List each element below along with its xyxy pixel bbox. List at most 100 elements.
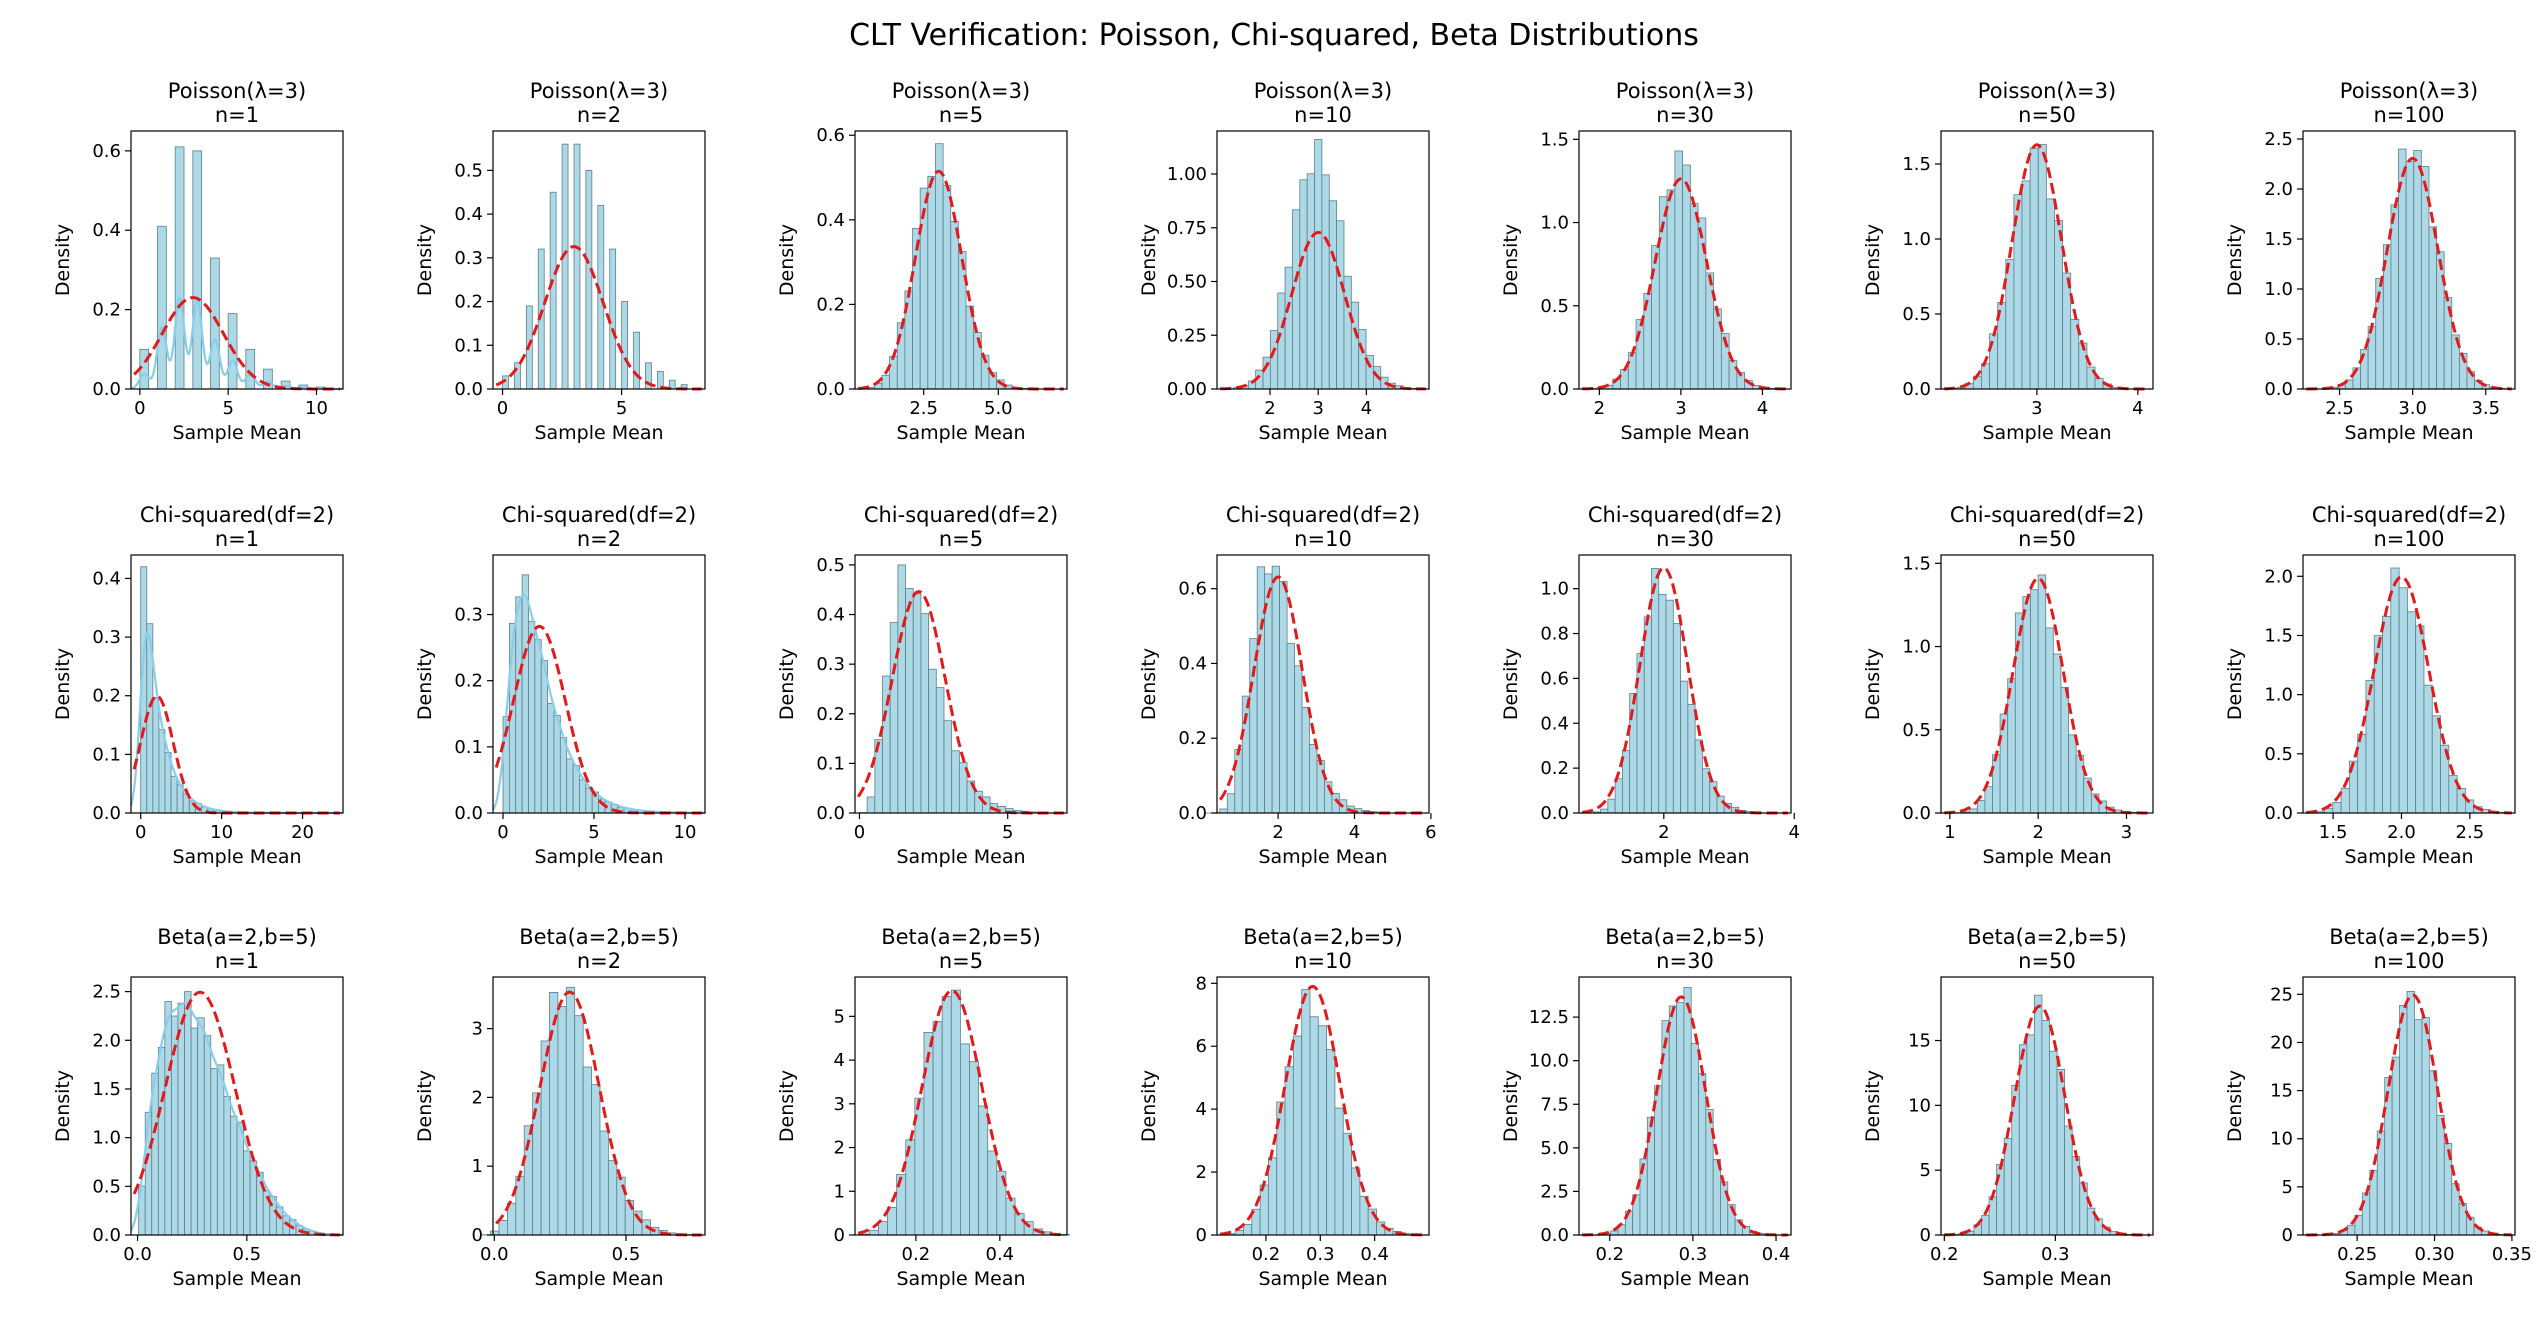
histogram-bar: [2398, 587, 2408, 814]
x-axis-label: Sample Mean: [1982, 422, 2111, 444]
y-tick-label: 0.0: [92, 803, 121, 824]
histogram-bar: [1014, 1212, 1025, 1236]
y-tick-label: 0.2: [816, 294, 845, 315]
y-tick-label: 0.50: [1167, 272, 1207, 293]
x-tick-label: 10: [674, 822, 697, 843]
histogram-bar: [2406, 991, 2415, 1236]
x-axis-label: Sample Mean: [172, 1268, 301, 1290]
subplot-r1-c1: 0 5 10 0.0 0.1 0.2 0.3 Sample Mean Density Chi-sq…: [414, 503, 706, 868]
histogram-bar: [1317, 1025, 1328, 1236]
histogram-bar: [943, 720, 953, 814]
histogram-bar: [582, 1066, 592, 1236]
histogram-bar: [1698, 1073, 1707, 1236]
histogram-bar: [897, 564, 906, 814]
x-axis-label: Sample Mean: [534, 1268, 663, 1290]
y-tick-label: 5: [834, 1006, 845, 1027]
x-tick-label: 3.5: [2471, 398, 2500, 419]
subplot-subtitle: n=50: [2018, 103, 2076, 127]
normal-curve: [1220, 984, 1426, 1237]
subplot-subtitle: n=5: [939, 103, 983, 127]
y-tick-label: 0.4: [816, 210, 845, 231]
y-tick-label: 0.1: [816, 753, 845, 774]
y-tick-label: 0.0: [1902, 379, 1931, 400]
y-tick-label: 1.0: [2264, 279, 2293, 300]
normal-curve: [1220, 231, 1426, 391]
y-tick-label: 0.4: [1178, 653, 1207, 674]
histogram-bar: [152, 697, 160, 814]
histogram-bar: [932, 1021, 943, 1236]
y-tick-label: 0.2: [92, 686, 121, 707]
y-tick-label: 8: [1196, 973, 1207, 994]
histogram-bar: [1350, 301, 1360, 390]
y-tick-label: 1.0: [1902, 637, 1931, 658]
subplot-subtitle: n=30: [1656, 527, 1714, 551]
y-tick-label: 3: [834, 1094, 845, 1115]
y-tick-label: 15: [2270, 1081, 2293, 1102]
histogram-bar: [1286, 643, 1295, 814]
y-tick-label: 1.0: [2264, 685, 2293, 706]
subplot-subtitle: n=1: [215, 527, 259, 551]
histogram-bar: [2390, 567, 2400, 814]
histogram-bar: [2421, 1017, 2430, 1236]
axes-frame: [2302, 554, 2516, 814]
histogram-bar: [1728, 360, 1738, 390]
normal-curve: [857, 989, 1064, 1237]
histogram-bar: [2052, 653, 2062, 814]
histogram-bar: [1268, 1157, 1278, 1236]
x-axis-label: Sample Mean: [2344, 1268, 2473, 1290]
y-tick-label: 0.4: [816, 605, 845, 626]
y-tick-label: 0.2: [454, 671, 483, 692]
histogram-bar: [1651, 245, 1660, 390]
histogram-bar: [935, 687, 945, 814]
y-tick-label: 15: [1908, 1031, 1931, 1052]
x-tick-label: 2: [2032, 822, 2043, 843]
histogram-bar: [2060, 687, 2069, 814]
x-tick-label: 10: [210, 822, 233, 843]
histogram-bar: [1668, 1005, 1677, 1236]
axes-frame: [1940, 976, 2154, 1236]
histogram-bar: [2428, 1070, 2438, 1236]
histogram-bar: [974, 790, 983, 814]
normal-curve: [1582, 995, 1788, 1237]
y-axis-label: Density: [1862, 224, 1884, 296]
histogram-bar: [868, 1229, 879, 1236]
subplot-title: Poisson(λ=3): [892, 79, 1030, 103]
subplot-subtitle: n=50: [2018, 527, 2076, 551]
y-tick-label: 0.5: [1540, 296, 1569, 317]
subplot-title: Chi-squared(df=2): [1950, 503, 2144, 527]
y-tick-label: 12.5: [1529, 1007, 1569, 1028]
histogram-bar: [1969, 808, 1978, 814]
histogram-bar: [1683, 987, 1692, 1236]
histogram-bars: [1589, 150, 1777, 390]
histogram-bar: [923, 1032, 934, 1236]
histogram-bar: [1301, 989, 1311, 1236]
x-tick-label: 0.25: [2337, 1244, 2377, 1265]
y-tick-label: 0: [1920, 1225, 1931, 1246]
x-tick-label: 0.5: [233, 1244, 262, 1265]
normal-curve: [2306, 575, 2512, 815]
axes-frame: [1940, 130, 2154, 390]
y-tick-label: 0.5: [2264, 744, 2293, 765]
subplot-title: Poisson(λ=3): [168, 79, 306, 103]
histogram-bars: [138, 991, 336, 1236]
y-axis-label: Density: [1500, 648, 1522, 720]
y-tick-label: 1.0: [1540, 213, 1569, 234]
histogram-bar: [2045, 627, 2054, 814]
histogram-bar: [557, 1006, 567, 1236]
histogram-bar: [1680, 680, 1689, 814]
x-tick-label: 2: [1658, 822, 1669, 843]
y-tick-label: 0.0: [816, 379, 845, 400]
histogram-bar: [928, 668, 937, 814]
y-tick-label: 4: [834, 1050, 845, 1071]
subplot-r0-c5: 3 4 0.0 0.5 1.0 1.5 Sample Mean Density Poisson(…: [1862, 79, 2154, 444]
y-tick-label: 0.3: [816, 654, 845, 675]
histogram-bar: [1309, 744, 1318, 814]
y-tick-label: 0.5: [454, 160, 483, 181]
histogram-bars: [1950, 994, 2134, 1236]
histogram-bar: [1299, 179, 1308, 390]
y-tick-label: 0.1: [454, 335, 483, 356]
y-tick-label: 1.5: [1902, 154, 1931, 175]
y-tick-label: 0.5: [92, 1176, 121, 1197]
histogram-bar: [1336, 220, 1345, 390]
y-tick-label: 0.0: [1540, 1225, 1569, 1246]
